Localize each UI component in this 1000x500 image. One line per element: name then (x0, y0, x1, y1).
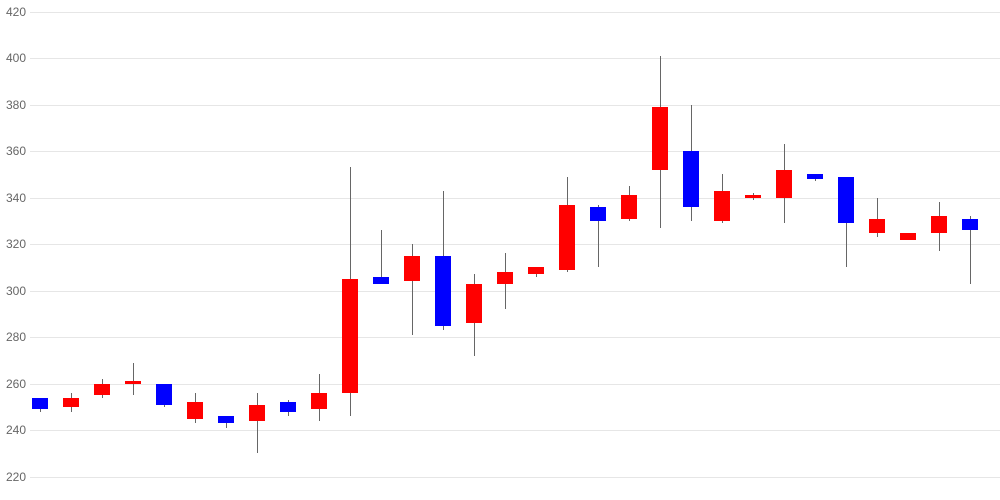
candle-body (466, 284, 482, 324)
candle-body (125, 381, 141, 383)
candle-body (63, 398, 79, 407)
candle-body (404, 256, 420, 282)
y-axis-label: 420 (2, 5, 26, 19)
gridline (30, 337, 1000, 338)
candle-body (528, 267, 544, 274)
gridline (30, 198, 1000, 199)
y-axis-label: 320 (2, 237, 26, 251)
plot-area: 220240260280300320340360380400420 (30, 0, 1000, 500)
candle-body (776, 170, 792, 198)
y-axis-label: 380 (2, 98, 26, 112)
candle-body (621, 195, 637, 218)
y-axis-label: 400 (2, 51, 26, 65)
y-axis-label: 300 (2, 284, 26, 298)
candle-body (962, 219, 978, 231)
y-axis-label: 240 (2, 423, 26, 437)
y-axis-label: 280 (2, 330, 26, 344)
candle-body (590, 207, 606, 221)
candle-wick (257, 393, 258, 453)
candle-body (559, 205, 575, 270)
gridline (30, 477, 1000, 478)
candle-body (32, 398, 48, 410)
candle-body (807, 174, 823, 179)
candle-body (249, 405, 265, 421)
gridline (30, 244, 1000, 245)
gridline (30, 12, 1000, 13)
candle-body (683, 151, 699, 207)
candle-body (869, 219, 885, 233)
candle-body (931, 216, 947, 232)
gridline (30, 58, 1000, 59)
gridline (30, 430, 1000, 431)
candle-wick (381, 230, 382, 283)
candle-body (435, 256, 451, 326)
candle-body (497, 272, 513, 284)
gridline (30, 105, 1000, 106)
candle-body (714, 191, 730, 221)
candle-body (311, 393, 327, 409)
candle-wick (133, 363, 134, 396)
y-axis-label: 220 (2, 470, 26, 484)
gridline (30, 151, 1000, 152)
candle-body (280, 402, 296, 411)
candle-body (342, 279, 358, 393)
candle-body (218, 416, 234, 423)
candle-body (94, 384, 110, 396)
candle-body (838, 177, 854, 224)
gridline (30, 384, 1000, 385)
candle-body (187, 402, 203, 418)
y-axis-label: 360 (2, 144, 26, 158)
candle-body (156, 384, 172, 405)
y-axis-label: 340 (2, 191, 26, 205)
candle-body (745, 195, 761, 197)
gridline (30, 291, 1000, 292)
candle-body (652, 107, 668, 170)
y-axis-label: 260 (2, 377, 26, 391)
candlestick-chart: 220 240 260 280 300 320 340 360 380 400 420 (0, 0, 1000, 500)
candle-body (373, 277, 389, 284)
candle-body (900, 233, 916, 240)
